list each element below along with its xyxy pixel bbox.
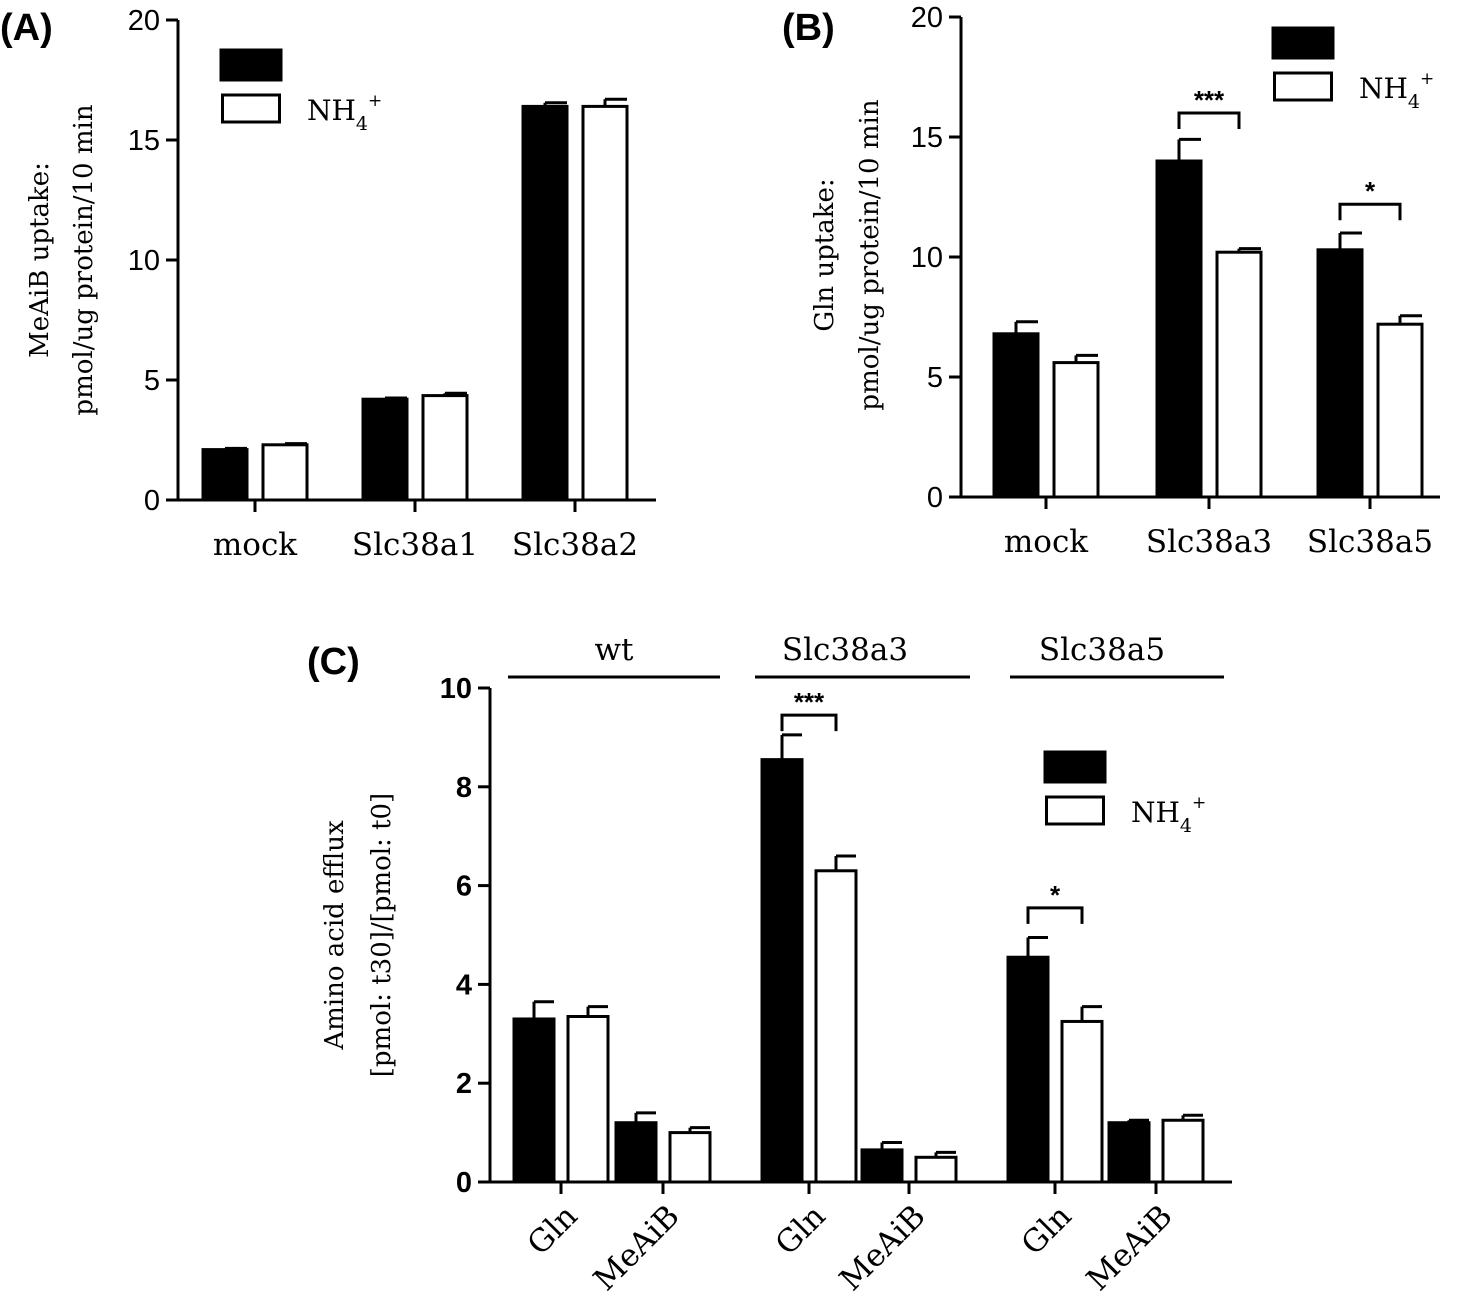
bar-nh4 bbox=[1376, 322, 1424, 499]
y-tick-label: 2 bbox=[456, 1068, 472, 1100]
y-axis-label: pmol/ug protein/10 min bbox=[69, 104, 99, 415]
y-tick-label: 6 bbox=[456, 871, 472, 903]
legend-nh4-sup: + bbox=[1192, 793, 1206, 813]
bar-ctr bbox=[512, 1017, 556, 1184]
group-label: Slc38a3 bbox=[782, 632, 908, 668]
y-tick-label: 5 bbox=[144, 365, 160, 397]
y-tick-label: 0 bbox=[927, 482, 943, 514]
legend-label-nh4: NH4+ bbox=[307, 91, 382, 135]
legend-nh4-sub: 4 bbox=[1408, 91, 1420, 113]
legend-swatch-nh4 bbox=[221, 93, 281, 124]
y-axis-label: Amino acid efflux bbox=[320, 820, 350, 1051]
legend: NH4+ bbox=[219, 48, 382, 135]
y-tick-label: 0 bbox=[144, 485, 160, 517]
legend-nh4-base: NH bbox=[307, 94, 356, 127]
legend-swatch-ctr bbox=[1271, 26, 1335, 60]
y-tick-label: 0 bbox=[456, 1167, 472, 1199]
legend: NH4+ bbox=[1043, 750, 1206, 837]
x-category-label: Slc38a5 bbox=[1307, 524, 1433, 560]
y-tick-label: 10 bbox=[128, 245, 160, 277]
legend-nh4-sup: + bbox=[1420, 69, 1434, 89]
x-category-label: mock bbox=[1004, 524, 1088, 560]
bar-ctr bbox=[1316, 248, 1364, 499]
legend-swatch-nh4 bbox=[1273, 71, 1333, 102]
bar-nh4 bbox=[421, 394, 469, 502]
bar-nh4 bbox=[1052, 361, 1100, 499]
significance-label: * bbox=[1050, 880, 1061, 910]
x-category-label: Slc38a1 bbox=[352, 527, 478, 563]
bar-nh4 bbox=[1215, 250, 1263, 499]
bar-ctr bbox=[1006, 955, 1050, 1184]
group-label: Slc38a5 bbox=[1039, 632, 1165, 668]
significance-bracket bbox=[1026, 906, 1084, 924]
y-tick-label: 8 bbox=[456, 772, 472, 804]
bar-nh4 bbox=[566, 1015, 610, 1184]
significance-bracket bbox=[1177, 111, 1241, 129]
x-category-label: Gln bbox=[769, 1198, 833, 1262]
bar-ctr bbox=[992, 332, 1040, 499]
significance-bracket bbox=[780, 713, 838, 732]
bar-ctr bbox=[1107, 1121, 1151, 1184]
legend-label-nh4: NH4+ bbox=[1359, 69, 1434, 113]
chart-panel-b: (B) 0 5 10 15 20 Gln uptake: pmol/ug protein/10… bbox=[782, 2, 1440, 560]
significance-label: * bbox=[1365, 176, 1376, 206]
y-tick-label: 10 bbox=[911, 242, 943, 274]
bar-nh4 bbox=[261, 443, 309, 502]
bar-nh4 bbox=[581, 104, 629, 502]
panel-label: (C) bbox=[307, 641, 360, 683]
legend-nh4-sub: 4 bbox=[1180, 815, 1192, 837]
bar-nh4 bbox=[668, 1131, 712, 1184]
bar-nh4 bbox=[1161, 1118, 1205, 1184]
x-category-label: Slc38a2 bbox=[512, 527, 638, 563]
legend-swatch-nh4 bbox=[1045, 795, 1105, 826]
bar-nh4 bbox=[1060, 1019, 1104, 1184]
bar-ctr bbox=[860, 1148, 904, 1184]
x-category-label: MeAiB bbox=[833, 1198, 933, 1298]
chart-panel-c: (C) 0 2 4 6 8 10 Amino acid efflux [pmol: t30]/[… bbox=[307, 632, 1232, 1298]
legend-nh4-sup: + bbox=[368, 91, 382, 111]
legend-nh4-base: NH bbox=[1359, 72, 1408, 105]
y-axis-label: [pmol: t30]/[pmol: t0] bbox=[367, 793, 397, 1077]
panel-label: (A) bbox=[0, 7, 53, 49]
legend-nh4-base: NH bbox=[1131, 796, 1180, 829]
group-label: wt bbox=[595, 632, 635, 668]
legend-label-nh4: NH4+ bbox=[1131, 793, 1206, 837]
x-category-label: MeAiB bbox=[587, 1198, 687, 1298]
bar-ctr bbox=[521, 104, 569, 502]
bar-ctr bbox=[201, 448, 249, 502]
significance-label: *** bbox=[794, 687, 825, 717]
significance-label: *** bbox=[1194, 85, 1225, 115]
x-category-label: Gln bbox=[521, 1198, 585, 1262]
significance-bracket bbox=[1338, 202, 1402, 221]
y-tick-label: 15 bbox=[911, 122, 943, 154]
legend-swatch-ctr bbox=[1043, 750, 1107, 784]
bar-ctr bbox=[1155, 159, 1203, 499]
bar-ctr bbox=[760, 758, 804, 1184]
y-axis-label: pmol/ug protein/10 min bbox=[855, 99, 885, 410]
y-tick-label: 15 bbox=[128, 125, 160, 157]
bar-ctr bbox=[614, 1121, 658, 1184]
y-tick-label: 20 bbox=[911, 2, 943, 34]
y-axis-label: Gln uptake: bbox=[810, 178, 840, 331]
x-category-label: MeAiB bbox=[1080, 1198, 1180, 1298]
y-tick-label: 20 bbox=[128, 5, 160, 37]
y-tick-label: 10 bbox=[440, 673, 472, 705]
legend-swatch-ctr bbox=[219, 48, 283, 82]
chart-panel-a: (A) 0 5 10 15 20 MeAiB uptake: pmol/ug protein/… bbox=[0, 5, 656, 563]
x-category-label: Gln bbox=[1015, 1198, 1079, 1262]
x-category-label: mock bbox=[213, 527, 297, 563]
x-category-label: Slc38a3 bbox=[1146, 524, 1272, 560]
bar-nh4 bbox=[814, 869, 858, 1184]
legend: NH4+ bbox=[1271, 26, 1434, 113]
y-axis-label: MeAiB uptake: bbox=[25, 162, 55, 358]
legend-nh4-sub: 4 bbox=[356, 113, 368, 135]
bar-ctr bbox=[361, 397, 409, 502]
y-tick-label: 4 bbox=[456, 969, 472, 1001]
y-tick-label: 5 bbox=[927, 362, 943, 394]
bar-nh4 bbox=[914, 1155, 958, 1184]
panel-label: (B) bbox=[782, 7, 835, 49]
